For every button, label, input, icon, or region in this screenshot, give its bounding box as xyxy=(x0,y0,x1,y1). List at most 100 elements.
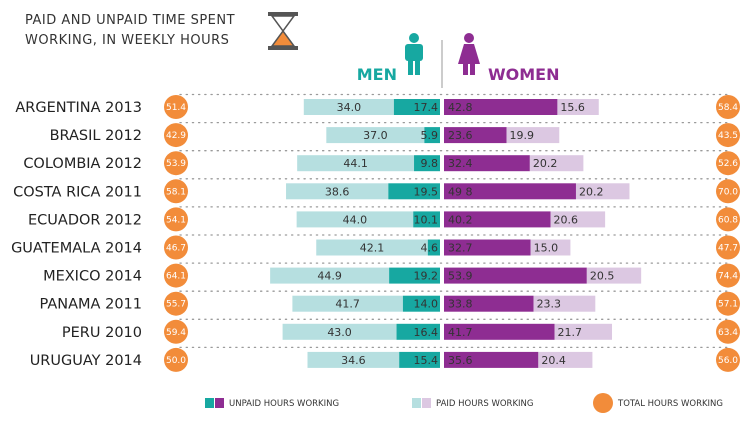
men-unpaid-value-label: 16.4 xyxy=(414,326,439,339)
women-unpaid-value-label: 40.2 xyxy=(448,213,473,226)
men-unpaid-bar xyxy=(402,295,440,312)
men-paid-value-label: 38.6 xyxy=(325,185,350,198)
legend-paid-label: PAID HOURS WORKING xyxy=(436,399,533,409)
men-unpaid-bar xyxy=(388,183,440,200)
men-unpaid-bar xyxy=(399,351,440,368)
women-paid-value-label: 20.5 xyxy=(590,270,615,283)
category-label: GUATEMALA 2014 xyxy=(11,241,142,257)
women-unpaid-value-label: 41.7 xyxy=(448,326,473,339)
men-paid-bar xyxy=(297,155,415,172)
women-paid-value-label: 20.2 xyxy=(533,157,558,170)
category-label: PANAMA 2011 xyxy=(40,297,142,313)
legend-total-swatch xyxy=(593,393,613,413)
women-unpaid-value-label: 35.6 xyxy=(448,354,473,367)
men-paid-value-label: 43.0 xyxy=(327,326,352,339)
women-paid-bar xyxy=(586,267,642,284)
women-unpaid-bar xyxy=(444,323,555,340)
woman-icon xyxy=(458,33,480,75)
women-paid-bar xyxy=(533,295,596,312)
category-label: ECUADOR 2012 xyxy=(28,212,142,228)
men-paid-value-label: 34.6 xyxy=(341,354,366,367)
men-paid-bar xyxy=(296,211,414,228)
women-total-label: 56.0 xyxy=(718,356,738,366)
women-paid-bar xyxy=(538,351,593,368)
women-total-circle xyxy=(716,263,740,288)
men-paid-bar xyxy=(307,351,400,368)
men-total-circle xyxy=(164,347,188,372)
women-paid-bar xyxy=(506,127,560,144)
category-label: BRASIL 2012 xyxy=(50,128,142,144)
men-total-label: 50.0 xyxy=(166,356,186,366)
legend-unpaid-label: UNPAID HOURS WORKING xyxy=(229,399,339,409)
women-unpaid-bar xyxy=(444,183,576,200)
men-unpaid-value-label: 17.4 xyxy=(414,101,439,114)
women-paid-bar xyxy=(530,239,571,256)
women-unpaid-bar xyxy=(444,295,534,312)
women-paid-bar xyxy=(529,155,584,172)
women-unpaid-value-label: 33.8 xyxy=(448,298,473,311)
women-paid-value-label: 15.6 xyxy=(560,101,585,114)
men-unpaid-bar xyxy=(424,127,440,144)
women-paid-value-label: 20.6 xyxy=(554,213,579,226)
men-total-circle xyxy=(164,207,188,232)
men-unpaid-bar xyxy=(414,155,440,172)
women-paid-bar xyxy=(554,323,613,340)
chart-title-line-2: WORKING, IN WEEKLY HOURS xyxy=(25,33,229,48)
men-unpaid-value-label: 19.5 xyxy=(414,185,439,198)
women-total-circle xyxy=(716,347,740,372)
women-unpaid-bar xyxy=(444,267,587,284)
women-unpaid-bar xyxy=(444,211,551,228)
women-total-circle xyxy=(716,291,740,316)
men-label: MEN xyxy=(357,65,397,84)
men-total-label: 64.1 xyxy=(166,272,186,282)
men-total-label: 53.9 xyxy=(166,159,186,169)
legend-total-label: TOTAL HOURS WORKING xyxy=(617,399,723,409)
men-unpaid-bar xyxy=(427,239,440,256)
women-paid-bar xyxy=(575,183,630,200)
men-paid-value-label: 34.0 xyxy=(337,101,362,114)
women-total-label: 60.8 xyxy=(718,215,738,225)
men-paid-value-label: 44.0 xyxy=(343,213,368,226)
women-unpaid-value-label: 32.4 xyxy=(448,157,473,170)
women-total-label: 74.4 xyxy=(718,272,738,282)
legend-unpaid-men-swatch xyxy=(205,398,214,408)
women-unpaid-bar xyxy=(444,127,507,144)
category-label: URUGUAY 2014 xyxy=(30,353,142,369)
men-paid-bar xyxy=(316,239,428,256)
legend-paid-men-swatch xyxy=(412,398,421,408)
men-paid-value-label: 42.1 xyxy=(360,242,385,255)
men-total-label: 46.7 xyxy=(166,244,186,254)
men-unpaid-bar xyxy=(413,211,440,228)
men-unpaid-bar xyxy=(393,99,440,115)
women-total-circle xyxy=(716,95,740,119)
men-unpaid-value-label: 5.9 xyxy=(421,129,439,142)
men-unpaid-bar xyxy=(396,323,440,340)
category-label: ARGENTINA 2013 xyxy=(15,100,142,116)
men-unpaid-value-label: 10.1 xyxy=(414,213,439,226)
women-unpaid-value-label: 42.8 xyxy=(448,101,473,114)
men-paid-bar xyxy=(286,183,389,200)
women-total-label: 52.6 xyxy=(718,159,738,169)
women-paid-value-label: 20.4 xyxy=(541,354,566,367)
men-total-label: 59.4 xyxy=(166,328,186,338)
men-total-label: 55.7 xyxy=(166,300,186,310)
women-paid-value-label: 15.0 xyxy=(534,242,559,255)
women-paid-bar xyxy=(557,99,599,115)
category-label: COSTA RICA 2011 xyxy=(13,184,142,200)
women-total-label: 70.0 xyxy=(718,187,738,197)
men-paid-value-label: 37.0 xyxy=(363,129,388,142)
men-paid-bar xyxy=(282,323,397,340)
men-total-label: 58.1 xyxy=(166,187,186,197)
women-paid-bar xyxy=(550,211,606,228)
men-unpaid-value-label: 19.2 xyxy=(414,270,439,283)
men-total-circle xyxy=(164,179,188,204)
men-total-circle xyxy=(164,95,188,119)
women-unpaid-bar xyxy=(444,239,531,256)
chart-rows: ARGENTINA 2013 34.0 17.4 42.8 15.6 51.4 58.4 BR… xyxy=(11,93,740,372)
women-paid-value-label: 21.7 xyxy=(558,326,583,339)
men-total-circle xyxy=(164,123,188,148)
men-paid-value-label: 44.1 xyxy=(343,157,368,170)
women-total-circle xyxy=(716,151,740,176)
women-unpaid-value-label: 53.9 xyxy=(448,270,473,283)
